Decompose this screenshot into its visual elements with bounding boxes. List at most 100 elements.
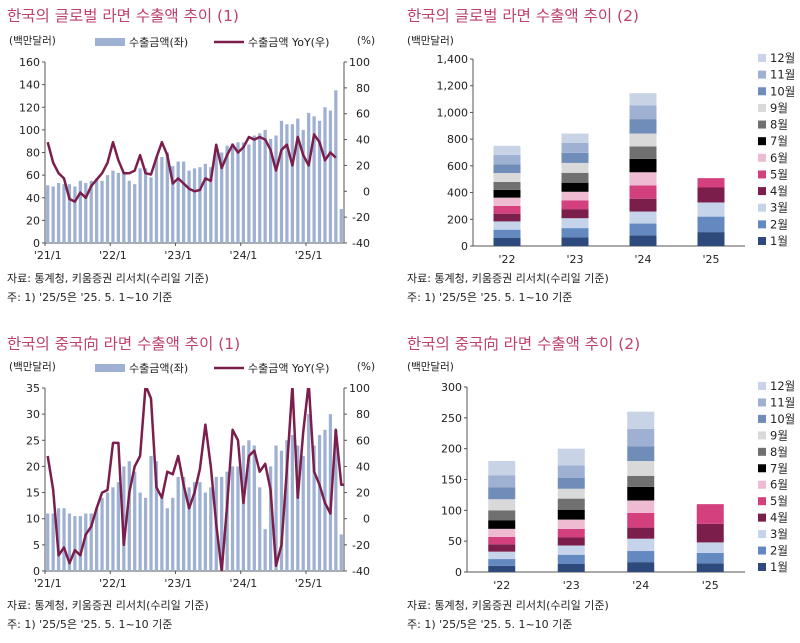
- left-unit-label: (백만달러): [9, 35, 56, 47]
- stack-segment: [488, 520, 516, 529]
- bar: [317, 435, 322, 571]
- legend-label: 2월: [770, 544, 788, 558]
- bar: [334, 90, 338, 243]
- stack-segment: [696, 563, 724, 572]
- x-tick-label: '21/1: [34, 577, 62, 590]
- stack-segment: [629, 146, 657, 159]
- chart-title: 한국의 글로벌 라면 수출액 추이 (2): [407, 7, 639, 25]
- x-tick-label: '25/1: [295, 249, 323, 262]
- legend-label: 3월: [770, 201, 788, 215]
- stack-segment: [493, 213, 521, 222]
- stack-segment: [696, 504, 724, 524]
- stack-segment: [557, 537, 585, 546]
- legend-swatch: [758, 447, 766, 456]
- bar: [247, 144, 251, 243]
- legend-label: 8월: [770, 445, 788, 459]
- y-tick-label: 0: [33, 565, 40, 578]
- bar: [176, 161, 180, 243]
- y-tick-label: 30: [26, 408, 40, 421]
- stack-segment: [488, 461, 516, 476]
- source-note: 자료: 통계청, 키움증권 리서치(수리일 기준): [407, 599, 609, 612]
- stack-segment: [629, 185, 657, 199]
- stack-segment: [561, 218, 589, 229]
- bar: [111, 170, 115, 243]
- legend-bar-swatch: [95, 364, 125, 372]
- y-tick-label: 400: [447, 187, 468, 200]
- bar: [143, 497, 148, 571]
- panel-global-1: 한국의 글로벌 라면 수출액 추이 (1) (백만달러) (%) 수출금액(좌) 수출…: [0, 0, 400, 321]
- stack-segment: [488, 559, 516, 566]
- source-note: 자료: 통계청, 키움증권 리서치(수리일 기준): [7, 272, 209, 285]
- y-tick-label: 50: [448, 535, 462, 548]
- stack-segment: [697, 232, 725, 246]
- x-tick-label: '24/1: [230, 249, 258, 262]
- bar: [133, 471, 137, 571]
- x-tick-label: '23: [563, 579, 580, 592]
- bar: [181, 161, 186, 243]
- stack-segment: [629, 119, 657, 134]
- stack-segment: [697, 187, 725, 203]
- bar: [312, 445, 316, 571]
- left-unit-label: (백만달러): [9, 361, 56, 373]
- x-tick-label: '22/1: [99, 577, 127, 590]
- stack-segment: [627, 551, 655, 563]
- bar: [317, 120, 322, 243]
- legend-swatch: [758, 137, 766, 146]
- bar: [165, 508, 169, 571]
- stack-segment: [561, 133, 589, 143]
- y-tick-label: 1,400: [437, 53, 469, 66]
- bar: [307, 112, 311, 243]
- legend-label: 11월: [770, 68, 795, 82]
- bar: [176, 476, 180, 571]
- stack-segment: [557, 545, 585, 555]
- stack-segment: [557, 498, 585, 510]
- stack-segment: [627, 538, 655, 552]
- bar: [307, 414, 311, 571]
- y-tick-label: 0: [455, 566, 462, 579]
- bar: [78, 180, 82, 243]
- legend-swatch: [758, 513, 766, 522]
- bar: [230, 466, 235, 571]
- bar: [89, 180, 93, 243]
- y-tick-label: 80: [26, 147, 40, 160]
- legend-label: 5월: [770, 494, 788, 508]
- bar: [138, 492, 142, 571]
- bar: [138, 168, 142, 243]
- bar: [198, 167, 202, 243]
- bar: [89, 513, 93, 571]
- legend-label: 4월: [770, 511, 788, 525]
- x-tick-label: '24/1: [230, 577, 258, 590]
- stack-segment: [561, 182, 589, 192]
- stack-segment: [561, 209, 589, 219]
- bar: [236, 466, 240, 571]
- legend-label: 12월: [770, 379, 795, 393]
- stack-segment: [493, 197, 521, 206]
- bar: [149, 177, 153, 243]
- stack-segment: [488, 528, 516, 537]
- stack-segment: [629, 223, 657, 236]
- yoy-line: [46, 133, 337, 203]
- legend-swatch: [758, 414, 766, 423]
- x-tick-label: '22: [493, 579, 510, 592]
- bar: [312, 116, 316, 243]
- bar: [73, 516, 77, 571]
- stack-segment: [629, 235, 657, 246]
- legend-swatch: [758, 120, 766, 129]
- stack-segment: [493, 181, 521, 190]
- y2-tick-label: -40: [352, 565, 370, 578]
- stack-segment: [488, 544, 516, 552]
- legend-swatch: [758, 563, 766, 571]
- bar: [187, 170, 191, 243]
- bar: [230, 143, 235, 243]
- bar: [328, 110, 333, 243]
- bar: [84, 183, 88, 243]
- bar: [67, 513, 72, 571]
- stack-segment: [488, 551, 516, 560]
- stack-segment: [629, 211, 657, 224]
- chart-china-line-bar: (백만달러) (%) 수출금액(좌) 수출금액 YoY(우) 0 5 10 15 20 25 30 3…: [9, 361, 375, 590]
- legend-label: 1월: [770, 560, 788, 574]
- chart-global-line-bar: (백만달러) (%) 수출금액(좌) 수출금액 YoY(우) 0 20 40 60 80 100 1…: [9, 35, 375, 262]
- bar: [241, 142, 246, 243]
- x-tick-label: '24: [634, 253, 651, 266]
- stack-segment: [629, 93, 657, 106]
